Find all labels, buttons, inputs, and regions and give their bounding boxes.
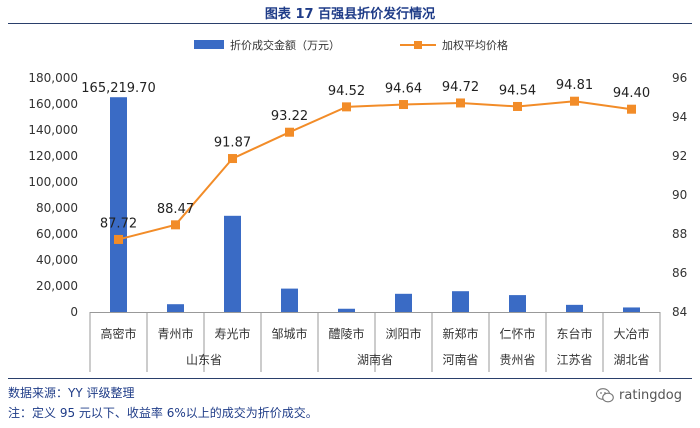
price-marker	[513, 101, 522, 111]
price-data-label: 94.40	[613, 86, 650, 101]
legend-line-marker	[414, 41, 422, 49]
bar	[224, 215, 241, 312]
legend-bar-swatch	[194, 40, 224, 49]
category-label: 新郑市	[442, 326, 478, 341]
bar	[110, 97, 127, 313]
right-axis-tick: 94	[672, 110, 687, 124]
price-marker	[399, 100, 408, 110]
right-axis-tick: 88	[672, 227, 687, 241]
price-marker	[456, 98, 465, 108]
price-data-label: 93.22	[271, 109, 308, 124]
footer-divider	[8, 378, 692, 379]
price-data-label: 94.52	[328, 84, 365, 99]
category-label: 大冶市	[613, 326, 649, 341]
group-label: 湖北省	[613, 352, 649, 367]
left-axis-tick: 140,000	[28, 123, 78, 137]
price-marker	[570, 96, 579, 106]
definition-note: 注：定义 95 元以下、收益率 6%以上的成交为折价成交。	[8, 406, 318, 420]
watermark-text: ratingdog	[619, 388, 682, 403]
bar	[452, 291, 469, 312]
group-label: 湖南省	[357, 352, 393, 367]
price-marker	[342, 102, 351, 112]
left-axis-tick: 40,000	[36, 253, 78, 267]
price-data-label: 94.72	[442, 80, 479, 95]
bar	[338, 308, 355, 312]
source-note: 数据来源：YY 评级整理	[8, 386, 135, 400]
right-axis-tick: 84	[672, 305, 687, 319]
legend-bar-label: 折价成交金额（万元）	[230, 38, 340, 52]
watermark: ratingdog	[596, 388, 682, 403]
price-data-label: 94.64	[385, 82, 422, 97]
price-marker	[114, 234, 123, 244]
price-marker	[228, 154, 237, 164]
left-axis-tick: 100,000	[28, 175, 78, 189]
bar-data-label: 165,219.70	[81, 81, 155, 96]
price-data-label: 94.81	[556, 78, 593, 93]
price-data-label: 87.72	[100, 216, 137, 231]
left-axis-tick: 20,000	[36, 279, 78, 293]
category-label: 寿光市	[214, 326, 250, 341]
price-data-label: 94.54	[499, 83, 536, 98]
bar	[566, 304, 583, 312]
right-axis-tick: 90	[672, 188, 687, 202]
category-label: 醴陵市	[328, 326, 364, 341]
category-label: 高密市	[100, 326, 136, 341]
category-label: 浏阳市	[385, 326, 421, 341]
price-data-label: 91.87	[214, 136, 251, 151]
right-axis-tick: 86	[672, 266, 687, 280]
legend-line-label: 加权平均价格	[442, 38, 508, 52]
left-axis-tick: 180,000	[28, 71, 78, 85]
price-marker	[171, 220, 180, 230]
category-label: 邹城市	[271, 326, 307, 341]
price-data-label: 88.47	[157, 202, 194, 217]
left-axis-tick: 60,000	[36, 227, 78, 241]
left-axis-tick: 160,000	[28, 97, 78, 111]
bar	[623, 307, 640, 312]
price-marker	[285, 127, 294, 137]
bar	[395, 293, 412, 312]
group-label: 江苏省	[556, 353, 592, 367]
right-axis-tick: 96	[672, 71, 687, 85]
right-axis-tick: 92	[672, 149, 687, 163]
bar	[281, 288, 298, 312]
price-marker	[627, 104, 636, 114]
category-label: 仁怀市	[499, 326, 535, 341]
header-divider	[8, 23, 692, 24]
category-label: 青州市	[157, 326, 193, 341]
left-axis-tick: 80,000	[36, 201, 78, 215]
group-label: 山东省	[186, 353, 222, 367]
group-label: 贵州省	[499, 353, 535, 367]
bar	[167, 304, 184, 312]
chart: 折价成交金额（万元） 加权平均价格 0 20,000 40,000 60,000 80,00…	[28, 38, 687, 372]
left-axis-tick: 120,000	[28, 149, 78, 163]
bar	[509, 295, 526, 312]
group-label: 河南省	[442, 352, 478, 367]
wechat-icon	[596, 388, 614, 403]
chart-title: 图表 17 百强县折价发行情况	[264, 7, 436, 22]
price-line	[118, 100, 632, 241]
category-label: 东台市	[556, 326, 592, 341]
left-axis-tick: 0	[70, 305, 78, 319]
